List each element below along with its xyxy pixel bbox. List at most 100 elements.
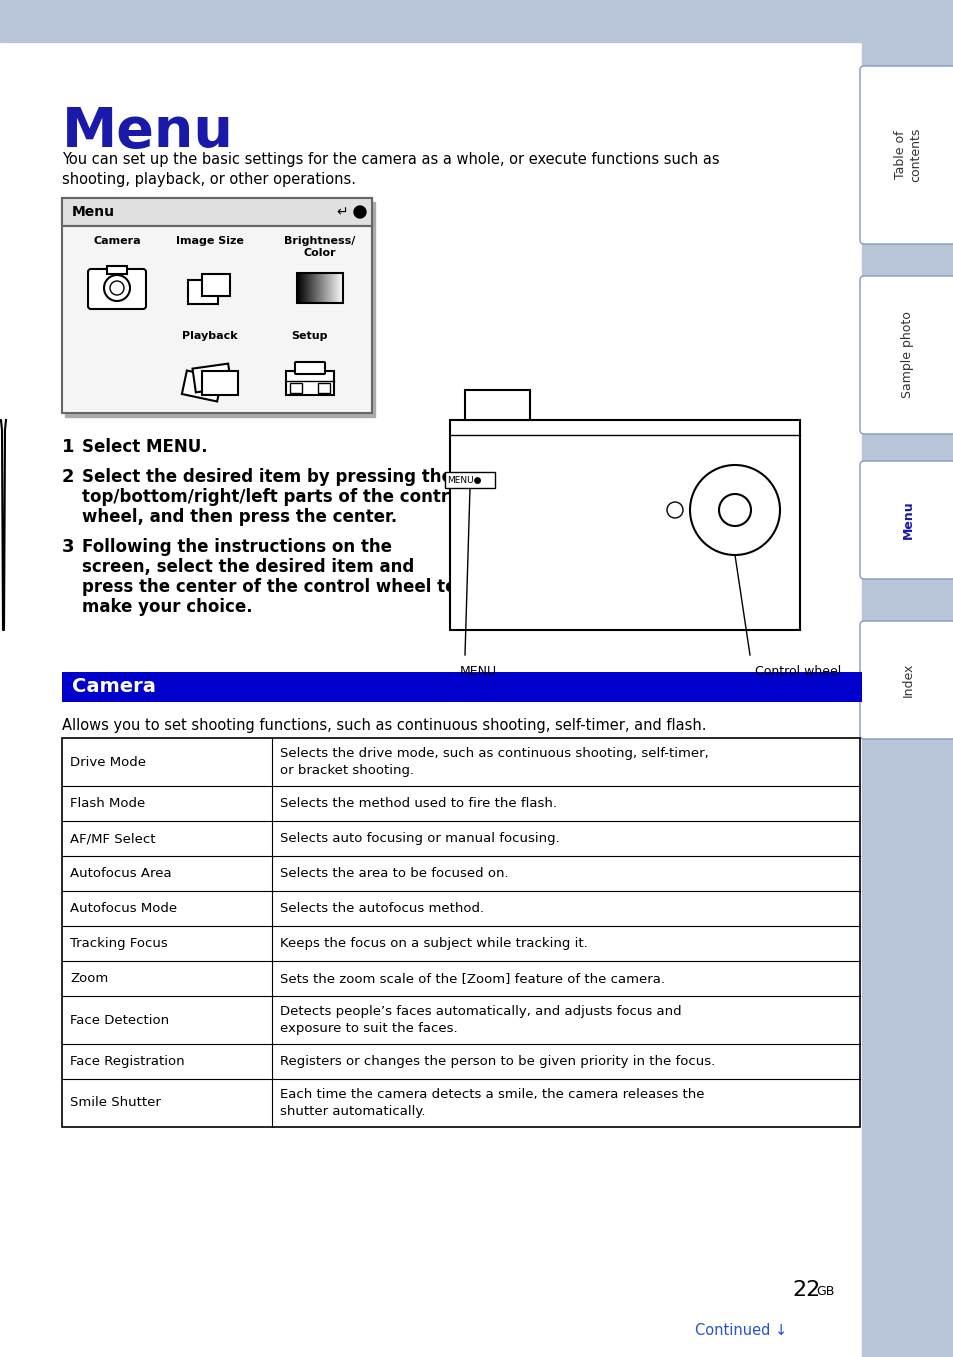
Bar: [188, 280, 218, 304]
Bar: [322, 273, 323, 303]
Bar: [328, 273, 329, 303]
Text: Following the instructions on the: Following the instructions on the: [82, 537, 392, 556]
Text: Detects people’s faces automatically, and adjusts focus and
exposure to suit the: Detects people’s faces automatically, an…: [280, 1006, 680, 1035]
FancyBboxPatch shape: [859, 275, 953, 434]
Bar: [338, 273, 339, 303]
Text: 2: 2: [62, 468, 74, 486]
Text: Menu: Menu: [901, 501, 914, 539]
Bar: [107, 266, 127, 274]
Bar: [62, 198, 372, 227]
Bar: [312, 273, 313, 303]
Text: AF/MF Select: AF/MF Select: [70, 832, 155, 845]
Text: Setup: Setup: [292, 331, 328, 341]
Text: make your choice.: make your choice.: [82, 598, 253, 616]
Text: Selects auto focusing or manual focusing.: Selects auto focusing or manual focusing…: [280, 832, 559, 845]
Bar: [311, 273, 312, 303]
Text: MENU●: MENU●: [447, 475, 481, 484]
Text: You can set up the basic settings for the camera as a whole, or execute function: You can set up the basic settings for th…: [62, 152, 719, 167]
Bar: [331, 273, 332, 303]
Bar: [308, 273, 309, 303]
Bar: [310, 273, 311, 303]
Bar: [290, 383, 302, 394]
Text: Brightness/
Color: Brightness/ Color: [284, 236, 355, 258]
Text: 1: 1: [62, 438, 74, 456]
Bar: [315, 273, 316, 303]
Circle shape: [104, 275, 130, 301]
Bar: [305, 273, 306, 303]
Text: top/bottom/right/left parts of the control: top/bottom/right/left parts of the contr…: [82, 489, 466, 506]
Bar: [314, 273, 315, 303]
Text: Keeps the focus on a subject while tracking it.: Keeps the focus on a subject while track…: [280, 936, 587, 950]
Bar: [444, 472, 495, 489]
Bar: [296, 273, 343, 303]
Text: Continued ↓: Continued ↓: [695, 1323, 786, 1338]
Bar: [317, 383, 330, 394]
Bar: [320, 273, 322, 303]
Text: shooting, playback, or other operations.: shooting, playback, or other operations.: [62, 172, 355, 187]
Circle shape: [354, 206, 366, 218]
Bar: [62, 198, 372, 227]
FancyBboxPatch shape: [464, 389, 530, 421]
Text: press the center of the control wheel to: press the center of the control wheel to: [82, 578, 456, 596]
Text: Face Registration: Face Registration: [70, 1054, 185, 1068]
Bar: [306, 273, 307, 303]
Text: GB: GB: [815, 1285, 834, 1299]
Text: Sample photo: Sample photo: [901, 312, 914, 399]
Bar: [297, 273, 298, 303]
Text: wheel, and then press the center.: wheel, and then press the center.: [82, 508, 396, 527]
Bar: [304, 273, 305, 303]
FancyBboxPatch shape: [859, 66, 953, 244]
Bar: [298, 273, 299, 303]
FancyBboxPatch shape: [294, 362, 325, 375]
Bar: [62, 198, 372, 413]
Bar: [336, 273, 337, 303]
Bar: [317, 273, 318, 303]
Text: Selects the method used to fire the flash.: Selects the method used to fire the flas…: [280, 797, 557, 810]
Circle shape: [666, 502, 682, 518]
Bar: [301, 273, 302, 303]
Text: Autofocus Area: Autofocus Area: [70, 867, 172, 879]
Text: Camera: Camera: [71, 677, 155, 696]
Text: Menu: Menu: [62, 104, 233, 159]
Bar: [325, 273, 326, 303]
FancyBboxPatch shape: [88, 269, 146, 309]
Bar: [202, 274, 230, 296]
Bar: [334, 273, 335, 303]
Bar: [313, 273, 314, 303]
Text: Table of
contents: Table of contents: [893, 128, 921, 182]
Bar: [65, 202, 375, 417]
Text: Drive Mode: Drive Mode: [70, 756, 146, 768]
Polygon shape: [193, 364, 232, 392]
Bar: [329, 273, 330, 303]
Bar: [335, 273, 336, 303]
Polygon shape: [182, 370, 222, 402]
Bar: [316, 273, 317, 303]
Bar: [333, 273, 334, 303]
Text: Registers or changes the person to be given priority in the focus.: Registers or changes the person to be gi…: [280, 1054, 715, 1068]
Circle shape: [719, 494, 750, 527]
Bar: [303, 273, 304, 303]
Text: Image Size: Image Size: [176, 236, 244, 246]
Bar: [330, 273, 331, 303]
Text: Select the desired item by pressing the: Select the desired item by pressing the: [82, 468, 453, 486]
FancyBboxPatch shape: [859, 461, 953, 579]
Bar: [319, 273, 320, 303]
Text: Selects the drive mode, such as continuous shooting, self-timer,
or bracket shoo: Selects the drive mode, such as continuo…: [280, 746, 708, 778]
Bar: [340, 273, 341, 303]
Text: 3: 3: [62, 537, 74, 556]
Text: Menu: Menu: [71, 205, 115, 218]
Text: Flash Mode: Flash Mode: [70, 797, 145, 810]
Text: Index: Index: [901, 662, 914, 697]
Text: Selects the area to be focused on.: Selects the area to be focused on.: [280, 867, 508, 879]
Text: Select MENU.: Select MENU.: [82, 438, 208, 456]
Bar: [341, 273, 343, 303]
Text: Smile Shutter: Smile Shutter: [70, 1096, 161, 1110]
Bar: [327, 273, 328, 303]
Text: Face Detection: Face Detection: [70, 1014, 169, 1026]
FancyBboxPatch shape: [859, 622, 953, 740]
Text: Autofocus Mode: Autofocus Mode: [70, 902, 177, 915]
Bar: [337, 273, 338, 303]
Bar: [299, 273, 301, 303]
Polygon shape: [202, 370, 237, 395]
Circle shape: [110, 281, 124, 294]
